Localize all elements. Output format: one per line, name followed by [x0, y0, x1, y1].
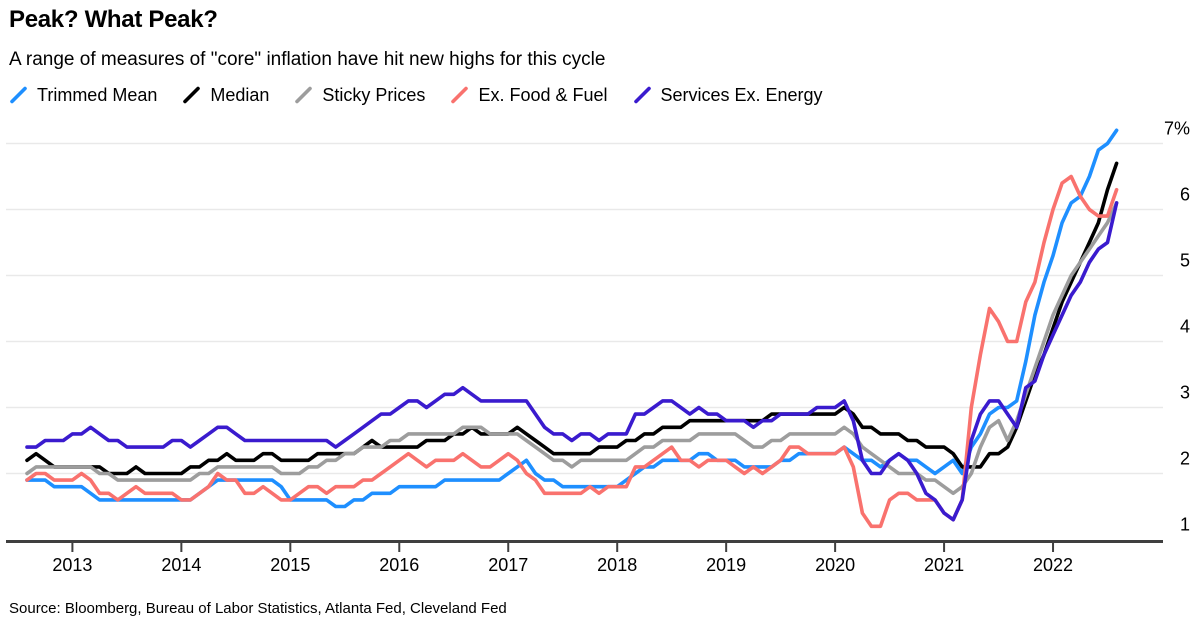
x-axis-label: 2020 — [815, 555, 855, 575]
x-axis-label: 2017 — [488, 555, 528, 575]
legend-slash-icon — [10, 86, 27, 104]
x-axis-label: 2014 — [161, 555, 201, 575]
x-axis-label: 2019 — [706, 555, 746, 575]
legend-slash-icon — [295, 86, 313, 104]
y-axis-label: 3 — [1180, 383, 1190, 403]
legend-item-ex-food-fuel: Ex. Food & Fuel — [450, 85, 608, 105]
legend-slash-icon — [451, 86, 469, 104]
x-axis-label: 2013 — [52, 555, 92, 575]
y-axis-label: 5 — [1180, 251, 1190, 271]
legend-label: Trimmed Mean — [37, 85, 158, 105]
series-line-sticky-prices — [25, 201, 1119, 496]
x-axis-label: 2021 — [924, 555, 964, 575]
legend-slash-icon — [633, 86, 651, 104]
legend-item-services-ex-energy: Services Ex. Energy — [633, 85, 823, 105]
y-axis-label: 4 — [1180, 317, 1190, 337]
y-axis-label: 6 — [1180, 185, 1190, 205]
x-axis-label: 2016 — [379, 555, 419, 575]
chart-subtitle: A range of measures of "core" inflation … — [9, 49, 606, 70]
legend-label: Ex. Food & Fuel — [478, 85, 608, 105]
legend-item-sticky-prices: Sticky Prices — [294, 85, 425, 105]
legend-item-median: Median — [182, 85, 269, 105]
page-title: Peak? What Peak? — [9, 6, 218, 33]
x-axis-label: 2015 — [270, 555, 310, 575]
legend-label: Median — [210, 85, 270, 105]
series-line-median — [25, 161, 1119, 476]
y-axis-label: 2 — [1180, 449, 1190, 469]
x-axis-label: 2022 — [1033, 555, 1073, 575]
y-axis-label: 7% — [1164, 119, 1190, 139]
chart-legend: Trimmed Mean Median Sticky Prices Ex. Food … — [9, 85, 823, 105]
y-axis-label: 1 — [1180, 515, 1190, 535]
legend-slash-icon — [183, 86, 201, 104]
series-line-trimmed-mean — [25, 128, 1119, 509]
x-axis-label: 2018 — [597, 555, 637, 575]
legend-label: Services Ex. Energy — [660, 85, 823, 105]
legend-label: Sticky Prices — [322, 85, 426, 105]
source-note: Source: Bloomberg, Bureau of Labor Stati… — [9, 600, 507, 617]
legend-item-trimmed-mean: Trimmed Mean — [9, 85, 157, 105]
series-line-services-ex-energy — [25, 201, 1119, 522]
